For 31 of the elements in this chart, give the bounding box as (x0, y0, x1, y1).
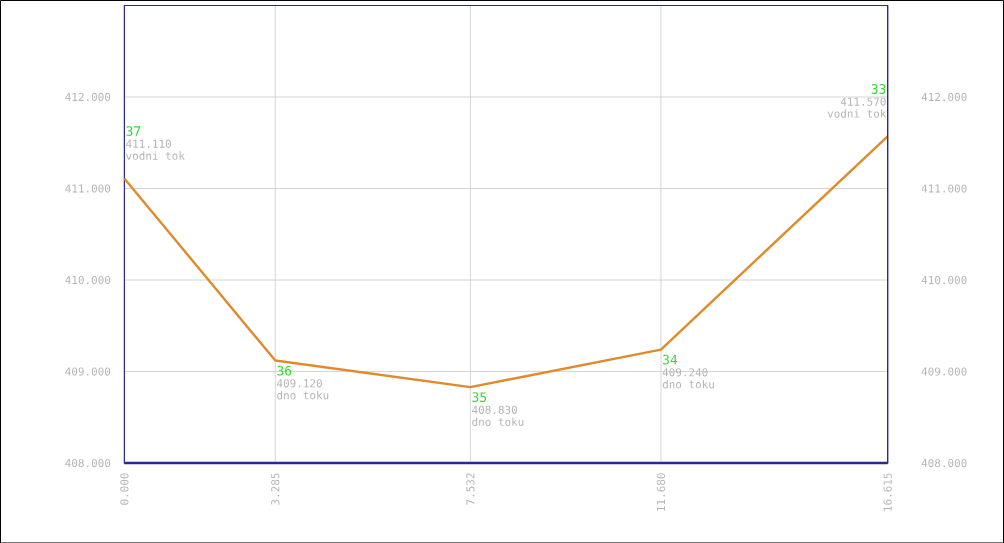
y2-tick-label: 411.000 (921, 184, 967, 193)
x-tick-label: 11.680 (656, 473, 666, 511)
y2-tick-label: 412.000 (921, 92, 967, 101)
annotation: vodni tok (126, 151, 185, 160)
data-label: 408.830 (472, 405, 517, 414)
y-tick-label: 409.000 (65, 367, 111, 376)
data-label: 411.110 (126, 139, 172, 148)
data-label: 409.120 (277, 378, 322, 388)
y-tick-label: 411.000 (65, 184, 111, 193)
data-label: 411.570 (840, 97, 886, 106)
x-tick-label: 3.285 (271, 473, 280, 505)
annotation: dno toku (662, 379, 714, 389)
x-tick-label: 0.000 (120, 473, 129, 505)
x-tick-label: 16.615 (883, 473, 892, 511)
annotation: 35 (472, 392, 487, 402)
annotation: 37 (126, 125, 141, 136)
y2-tick-label: 410.000 (921, 275, 967, 284)
y-tick-label: 408.000 (65, 458, 111, 467)
y2-tick-label: 409.000 (921, 367, 967, 376)
annotation: 34 (662, 354, 678, 365)
y-tick-label: 410.000 (65, 275, 111, 284)
annotation: 33 (871, 83, 886, 94)
x-tick-label: 7.532 (466, 473, 475, 505)
annotation: dno toku (277, 390, 329, 400)
annotation: 36 (277, 365, 292, 376)
data-label: 409.240 (662, 367, 708, 377)
annotation: vodni tok (827, 109, 887, 118)
y2-tick-label: 408.000 (921, 458, 967, 467)
annotation: dno toku (472, 417, 524, 426)
y-tick-label: 412.000 (65, 92, 111, 101)
line-series (123, 134, 889, 389)
